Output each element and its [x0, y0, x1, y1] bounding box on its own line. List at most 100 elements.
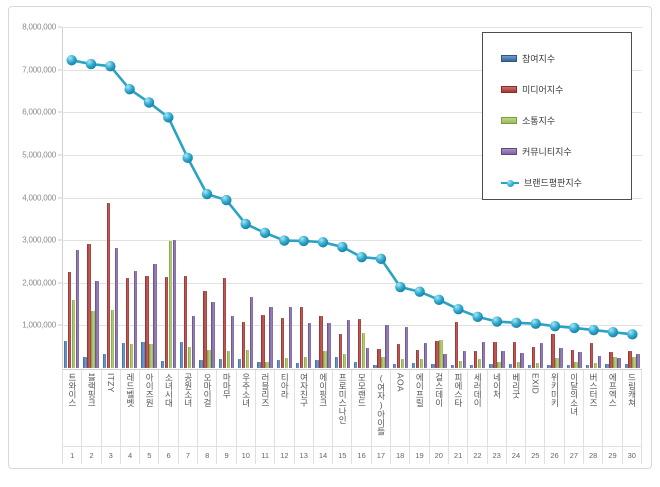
bar: [265, 361, 269, 368]
x-axis-category-cell: 트와이스: [62, 370, 83, 446]
bar: [222, 278, 226, 368]
legend-item[interactable]: 커뮤니티지수: [501, 136, 631, 167]
x-axis-category-label: 트와이스: [67, 373, 78, 407]
bar-set: [449, 27, 468, 368]
x-axis-category-cell: 프로미스나인: [333, 370, 353, 446]
bar: [110, 309, 114, 368]
bar: [346, 319, 350, 368]
bar: [392, 364, 396, 368]
legend-label: 소통지수: [522, 116, 556, 126]
bar: [183, 275, 188, 368]
x-axis-category-cell: 여자친구: [295, 370, 314, 446]
bar: [179, 341, 184, 368]
x-axis-category-label: 모모랜드: [356, 373, 367, 407]
bar: [241, 321, 246, 368]
x-axis-category-cell: 위키미키: [545, 370, 565, 446]
bar: [237, 358, 242, 368]
bar: [211, 301, 215, 368]
bar: [203, 290, 207, 368]
bar-set: [275, 27, 294, 368]
x-axis-category-cell: 모모랜드: [352, 370, 372, 446]
bar: [299, 307, 304, 368]
x-axis-category-cell: 에이프릴: [410, 370, 430, 446]
bar: [381, 356, 385, 368]
bar: [102, 353, 107, 368]
x-axis-rank-label: 21: [448, 446, 469, 464]
legend-item[interactable]: 참여지수: [501, 43, 631, 74]
x-axis-rank-labels: 1 2 3 4 5 6 7 8 9 10 11 12 13 14 15 16 17 18 19 20 21 22 23 24 2…: [62, 446, 642, 464]
bar: [508, 364, 512, 368]
x-axis-rank-label: 2: [82, 446, 102, 464]
y-axis-tick-mark: [58, 324, 62, 326]
x-axis-category-label: 러블리즈: [260, 373, 271, 407]
bar-group: [507, 27, 526, 368]
x-axis-category-cell: 에프엑스: [603, 370, 623, 446]
bar: [481, 341, 486, 368]
legend-item[interactable]: 미디어지수: [501, 74, 631, 105]
x-axis-category-label: 위키미키: [549, 373, 560, 407]
bar-group: [178, 27, 197, 368]
y-axis-tick-label: 1,000,000: [22, 320, 56, 330]
bar: [71, 300, 76, 368]
x-axis-rank-label: 22: [468, 446, 488, 464]
bar-set: [139, 27, 158, 368]
bar: [531, 347, 536, 368]
x-axis-rank-label: 5: [140, 446, 160, 464]
bar: [516, 362, 520, 368]
bar: [83, 357, 87, 368]
bar: [555, 358, 559, 368]
bar: [133, 271, 138, 368]
bar: [439, 340, 443, 368]
x-axis-category-label: 세러데이: [472, 373, 483, 407]
bar: [570, 349, 574, 368]
bar: [547, 365, 551, 368]
bar: [411, 363, 416, 368]
bar: [338, 333, 342, 368]
bar: [450, 365, 454, 368]
bar: [539, 342, 544, 368]
x-axis-rank-label: 1: [62, 446, 83, 464]
x-axis-category-label: 베리굿: [511, 373, 522, 399]
x-axis-category-label: 프로미스나인: [337, 373, 348, 424]
bar: [419, 359, 424, 368]
x-axis-rank-label: 19: [410, 446, 430, 464]
bar-set: [526, 27, 545, 368]
legend-label: 참여지수: [522, 54, 556, 64]
x-axis-category-cell: EXID: [526, 370, 546, 446]
x-axis-rank-label: 4: [120, 446, 141, 464]
bar-group: [487, 27, 506, 368]
legend-item[interactable]: 브랜드평판지수: [501, 167, 631, 198]
bar-group: [468, 27, 487, 368]
y-axis-tick-label: 5,000,000: [22, 150, 56, 160]
bar: [67, 272, 72, 368]
bar: [489, 364, 493, 368]
legend-label: 브랜드평판지수: [524, 178, 582, 188]
x-axis-category-label: 블랙핑크: [86, 373, 97, 407]
bar: [164, 277, 168, 368]
bar: [385, 325, 389, 368]
bar: [605, 364, 609, 368]
x-axis-category-label: 레드벨벳: [125, 373, 136, 407]
bar-group: [236, 27, 255, 368]
bar: [218, 359, 222, 368]
bar-group: [294, 27, 313, 368]
x-axis-rank-label: 23: [487, 446, 507, 464]
bar: [91, 311, 95, 368]
legend-item[interactable]: 소통지수: [501, 105, 631, 136]
bar: [207, 349, 211, 368]
bar-set: [197, 27, 216, 368]
x-axis-category-label: 아이즈원: [144, 373, 155, 407]
bar-group: [62, 27, 81, 368]
bar: [191, 316, 196, 368]
bar-group: [603, 27, 622, 368]
bar-group: [81, 27, 100, 368]
bar: [315, 359, 319, 368]
bar: [613, 357, 617, 368]
bar: [342, 353, 346, 368]
bar: [415, 350, 420, 368]
bar-set: [487, 27, 506, 368]
bar: [396, 344, 400, 368]
y-axis-tick-label: 2,000,000: [22, 278, 56, 288]
x-axis-rank-label: 13: [294, 446, 314, 464]
bar-group: [545, 27, 564, 368]
